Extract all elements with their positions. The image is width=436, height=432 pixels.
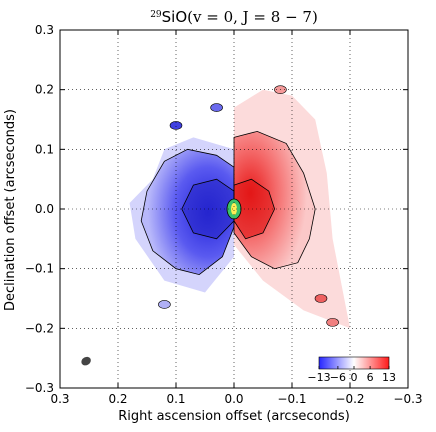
chart-title: 29SiO(v = 0, J = 8 − 7) bbox=[150, 8, 318, 26]
x-tick-label: 0.1 bbox=[166, 392, 185, 406]
emission-blob bbox=[210, 103, 223, 112]
colorbar-tick-label: −13 bbox=[307, 371, 330, 384]
x-axis: 0.3 0.2 0.1 0.0 −0.1 −0.2 −0.3 bbox=[50, 30, 423, 406]
colorbar-tick-label: 6 bbox=[367, 371, 374, 384]
y-axis-label: Declination offset (arcseconds) bbox=[3, 109, 18, 311]
x-tick-label: −0.2 bbox=[335, 392, 364, 406]
emission-blob bbox=[158, 300, 171, 309]
title-transition: (v = 0, J = 8 − 7) bbox=[187, 8, 318, 26]
x-tick-label: −0.3 bbox=[393, 392, 422, 406]
y-tick-label: −0.2 bbox=[25, 321, 54, 335]
colorbar-tick-label: −6 bbox=[330, 371, 346, 384]
beam-ellipse bbox=[81, 356, 91, 366]
x-tick-label: −0.1 bbox=[277, 392, 306, 406]
x-tick-label: 0.0 bbox=[224, 392, 243, 406]
emission-blob bbox=[326, 318, 339, 327]
blue-core bbox=[181, 178, 235, 240]
y-axis: −0.3 −0.2 −0.1 0.0 0.1 0.2 0.3 bbox=[25, 23, 408, 395]
y-tick-label: −0.1 bbox=[25, 262, 54, 276]
y-tick-label: −0.3 bbox=[25, 381, 54, 395]
emission-blob bbox=[169, 121, 183, 130]
y-tick-label: 0.3 bbox=[35, 23, 54, 37]
x-tick-label: 0.3 bbox=[50, 392, 69, 406]
x-axis-label: Right ascension offset (arcseconds) bbox=[118, 409, 350, 424]
x-tick-label: 0.2 bbox=[108, 392, 127, 406]
title-molecule: SiO bbox=[162, 8, 188, 26]
colorbar-tick-label: 13 bbox=[382, 371, 396, 384]
y-tick-label: 0.0 bbox=[35, 202, 54, 216]
colorbar: −13 −6 0 6 13 bbox=[307, 356, 396, 384]
red-core bbox=[233, 178, 276, 240]
title-superscript: 29 bbox=[150, 10, 162, 20]
colorbar-tick-label: 0 bbox=[351, 371, 358, 384]
emission-blob bbox=[314, 294, 328, 303]
central-source-core bbox=[231, 203, 237, 215]
y-tick-label: 0.1 bbox=[35, 142, 54, 156]
y-tick-label: 0.2 bbox=[35, 83, 54, 97]
